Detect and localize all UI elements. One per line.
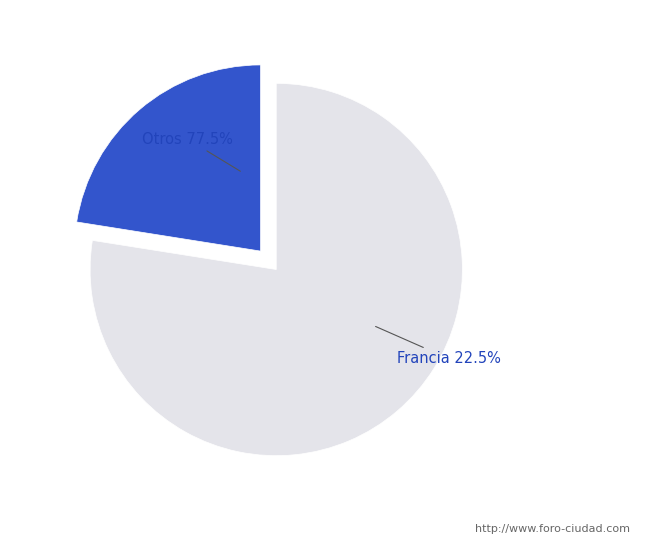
Text: Francia 22.5%: Francia 22.5% <box>376 327 501 366</box>
Wedge shape <box>77 65 261 251</box>
Wedge shape <box>90 84 462 455</box>
Text: Gumiel de Izán - Turistas extranjeros según país - Abril de 2024: Gumiel de Izán - Turistas extranjeros se… <box>48 9 602 28</box>
Text: http://www.foro-ciudad.com: http://www.foro-ciudad.com <box>476 524 630 534</box>
Text: Otros 77.5%: Otros 77.5% <box>142 131 240 171</box>
